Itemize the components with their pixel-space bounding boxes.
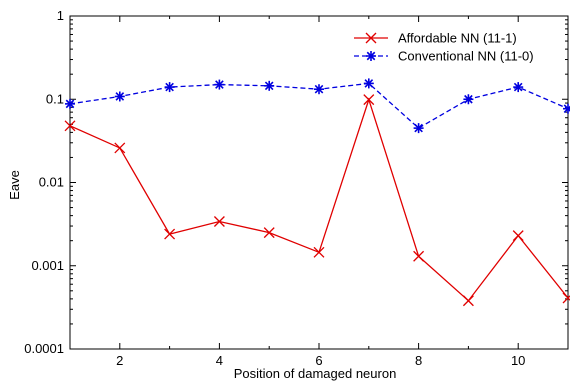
y-tick-label: 1 xyxy=(57,8,64,23)
marker-stroke xyxy=(365,32,377,44)
x-tick-label: 8 xyxy=(415,353,422,368)
marker-stroke xyxy=(165,82,174,92)
legend-label-affordable-nn: Affordable NN (11-1) xyxy=(398,31,517,46)
y-tick-label: 0.0001 xyxy=(24,341,64,356)
marker-stroke xyxy=(264,81,274,91)
marker-stroke xyxy=(263,227,275,239)
data-point-affordable-nn xyxy=(413,250,425,262)
data-point-conventional-nn xyxy=(363,78,374,89)
data-point-conventional-nn xyxy=(214,79,225,90)
x-axis-ticks: 2 4 6 8 10 xyxy=(69,16,569,368)
series-line-affordable-nn xyxy=(69,97,569,302)
legend: Affordable NN (11-1) Conventional NN (11-… xyxy=(354,31,534,64)
legend-label-conventional-nn: Conventional NN (11-0) xyxy=(398,49,534,64)
marker-stroke xyxy=(413,250,425,262)
y-tick-label: 0.001 xyxy=(31,258,64,273)
data-point-affordable-nn xyxy=(363,94,375,106)
data-point-conventional-nn xyxy=(164,82,175,93)
data-point-affordable-nn xyxy=(462,295,474,307)
x-tick-label: 10 xyxy=(511,353,525,368)
marker-stroke xyxy=(313,246,325,258)
x-tick-label: 4 xyxy=(216,353,223,368)
y-axis-ticks: 0.0001 0.001 0.01 0.1 1 xyxy=(24,8,568,356)
data-point-conventional-nn xyxy=(314,84,324,95)
plot-frame xyxy=(69,15,569,350)
data-point-affordable-nn xyxy=(164,228,176,240)
data-point-affordable-nn xyxy=(263,227,275,239)
data-point-affordable-nn xyxy=(64,120,76,132)
x-tick-label: 2 xyxy=(116,353,123,368)
y-tick-label: 0.1 xyxy=(46,91,64,106)
data-point-conventional-nn xyxy=(463,94,474,105)
series-conventional-nn xyxy=(65,78,570,134)
marker-stroke xyxy=(414,123,423,133)
data-point-affordable-nn xyxy=(512,230,524,242)
data-point-affordable-nn xyxy=(562,292,570,304)
data-point-conventional-nn xyxy=(413,123,424,134)
x-axis-label: Position of damaged neuron xyxy=(234,366,397,381)
data-point-conventional-nn xyxy=(563,103,570,114)
marker-stroke xyxy=(213,216,225,227)
marker-stroke xyxy=(563,105,570,114)
marker-stroke xyxy=(363,94,375,106)
marker-stroke xyxy=(366,51,376,61)
legend-marker-conventional-nn xyxy=(366,51,376,61)
marker-stroke xyxy=(64,120,76,132)
data-point-conventional-nn xyxy=(264,80,275,91)
plot-area xyxy=(69,15,569,350)
data-point-conventional-nn xyxy=(114,91,125,102)
marker-stroke xyxy=(65,99,75,109)
y-tick-label: 0.01 xyxy=(39,175,64,190)
marker-stroke xyxy=(513,82,523,92)
series-layer xyxy=(64,78,570,307)
marker-stroke xyxy=(512,230,524,242)
marker-stroke xyxy=(114,142,126,154)
marker-stroke xyxy=(364,79,374,88)
y-axis-label: Eave xyxy=(7,170,22,200)
data-point-conventional-nn xyxy=(65,98,75,109)
series-affordable-nn xyxy=(64,94,570,307)
data-point-affordable-nn xyxy=(313,246,325,258)
marker-stroke xyxy=(464,94,473,104)
marker-stroke xyxy=(462,295,474,307)
marker-stroke xyxy=(314,84,324,94)
x-tick-label: 6 xyxy=(315,353,322,368)
marker-stroke xyxy=(562,295,570,304)
marker-stroke xyxy=(164,228,176,240)
legend-marker-affordable-nn xyxy=(365,32,377,44)
data-point-affordable-nn xyxy=(213,216,225,227)
data-point-conventional-nn xyxy=(513,82,524,93)
marker-stroke xyxy=(115,92,125,101)
data-point-affordable-nn xyxy=(114,142,126,154)
marker-stroke xyxy=(215,80,224,89)
